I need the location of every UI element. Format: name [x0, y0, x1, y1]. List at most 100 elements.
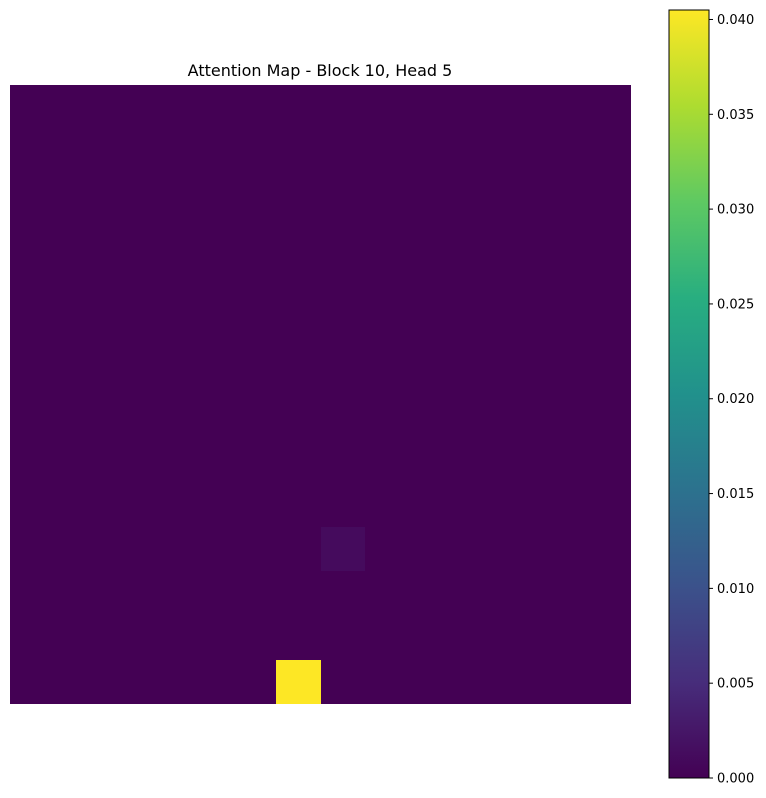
heatmap-cell	[99, 350, 143, 395]
heatmap-cell	[276, 173, 321, 218]
heatmap-cell	[10, 129, 54, 173]
heatmap-cell	[276, 306, 321, 350]
heatmap-cell	[542, 129, 587, 173]
heatmap-cell	[143, 527, 187, 571]
heatmap-cell	[143, 395, 187, 439]
heatmap-cell	[498, 660, 542, 704]
heatmap-cell	[232, 439, 276, 483]
heatmap-cell	[321, 85, 365, 129]
heatmap-cell	[498, 527, 542, 571]
heatmap-cell	[542, 616, 587, 660]
heatmap-cell	[498, 306, 542, 350]
heatmap-cell	[232, 395, 276, 439]
heatmap-cell	[409, 85, 454, 129]
heatmap-cell	[542, 395, 587, 439]
heatmap-cell	[187, 129, 232, 173]
heatmap-cell	[409, 660, 454, 704]
heatmap-cell	[409, 483, 454, 527]
heatmap-cell	[99, 173, 143, 218]
heatmap-cell	[143, 350, 187, 395]
heatmap-cell	[143, 616, 187, 660]
heatmap-cell	[187, 350, 232, 395]
heatmap-cell	[276, 571, 321, 616]
heatmap-cell	[409, 439, 454, 483]
heatmap-cell	[454, 173, 498, 218]
heatmap-cell	[187, 660, 232, 704]
heatmap-cell	[143, 262, 187, 306]
heatmap-cell	[587, 660, 631, 704]
heatmap-cell	[99, 306, 143, 350]
heatmap-cell	[10, 483, 54, 527]
heatmap-cell	[143, 483, 187, 527]
heatmap-cell	[187, 616, 232, 660]
heatmap-cell	[454, 439, 498, 483]
heatmap-cell	[587, 262, 631, 306]
heatmap-cell	[143, 85, 187, 129]
heatmap-grid	[10, 85, 631, 704]
heatmap-cell	[99, 660, 143, 704]
heatmap-cell	[143, 129, 187, 173]
colorbar-tick-label: 0.035	[717, 108, 754, 123]
heatmap-cell	[10, 660, 54, 704]
heatmap-cell	[542, 660, 587, 704]
heatmap-cell	[542, 350, 587, 395]
heatmap-cell	[54, 660, 99, 704]
heatmap-cell	[54, 571, 99, 616]
heatmap-cell	[99, 439, 143, 483]
heatmap-cell	[54, 439, 99, 483]
colorbar-frame	[668, 9, 710, 779]
heatmap-cell	[498, 616, 542, 660]
heatmap-cell	[542, 218, 587, 262]
heatmap-cell	[276, 262, 321, 306]
heatmap-cell	[587, 129, 631, 173]
heatmap-cell	[498, 218, 542, 262]
heatmap-cell	[187, 262, 232, 306]
heatmap-cell	[321, 660, 365, 704]
heatmap-cell	[454, 306, 498, 350]
colorbar-tick-label: 0.000	[717, 772, 754, 787]
heatmap-cell	[99, 85, 143, 129]
heatmap-cell	[10, 616, 54, 660]
heatmap-cell	[187, 483, 232, 527]
heatmap-cell	[276, 616, 321, 660]
heatmap-cell	[276, 350, 321, 395]
heatmap-cell	[232, 306, 276, 350]
heatmap-cell	[187, 439, 232, 483]
heatmap-cell	[187, 306, 232, 350]
heatmap-cell	[542, 85, 587, 129]
heatmap-cell	[10, 395, 54, 439]
heatmap-cell	[587, 616, 631, 660]
heatmap-cell	[143, 439, 187, 483]
heatmap-cell	[54, 483, 99, 527]
heatmap-cell	[54, 173, 99, 218]
heatmap-cell	[10, 85, 54, 129]
heatmap-cell	[321, 395, 365, 439]
heatmap-cell	[498, 129, 542, 173]
heatmap-cell	[10, 350, 54, 395]
heatmap-cell	[365, 262, 409, 306]
heatmap-cell	[409, 616, 454, 660]
heatmap-cell	[365, 173, 409, 218]
colorbar-gradient	[669, 10, 709, 778]
heatmap-cell	[99, 571, 143, 616]
heatmap-cell	[409, 306, 454, 350]
colorbar-tick-label: 0.010	[717, 582, 754, 597]
heatmap-cell	[99, 395, 143, 439]
heatmap-cell	[365, 85, 409, 129]
heatmap-cell	[587, 350, 631, 395]
heatmap-cell	[498, 395, 542, 439]
heatmap-cell	[10, 262, 54, 306]
heatmap-cell	[321, 483, 365, 527]
heatmap-cell	[321, 527, 365, 571]
heatmap-cell	[587, 173, 631, 218]
heatmap-cell	[187, 173, 232, 218]
heatmap-cell	[409, 527, 454, 571]
heatmap-cell	[454, 660, 498, 704]
heatmap-cell	[187, 85, 232, 129]
heatmap-cell	[365, 218, 409, 262]
heatmap-cell	[454, 262, 498, 306]
heatmap-cell	[187, 395, 232, 439]
heatmap-cell	[454, 616, 498, 660]
colorbar-ticks: 0.000 0.005 0.010 0.015 0.020 0.025 0.030 0.035…	[709, 13, 754, 787]
